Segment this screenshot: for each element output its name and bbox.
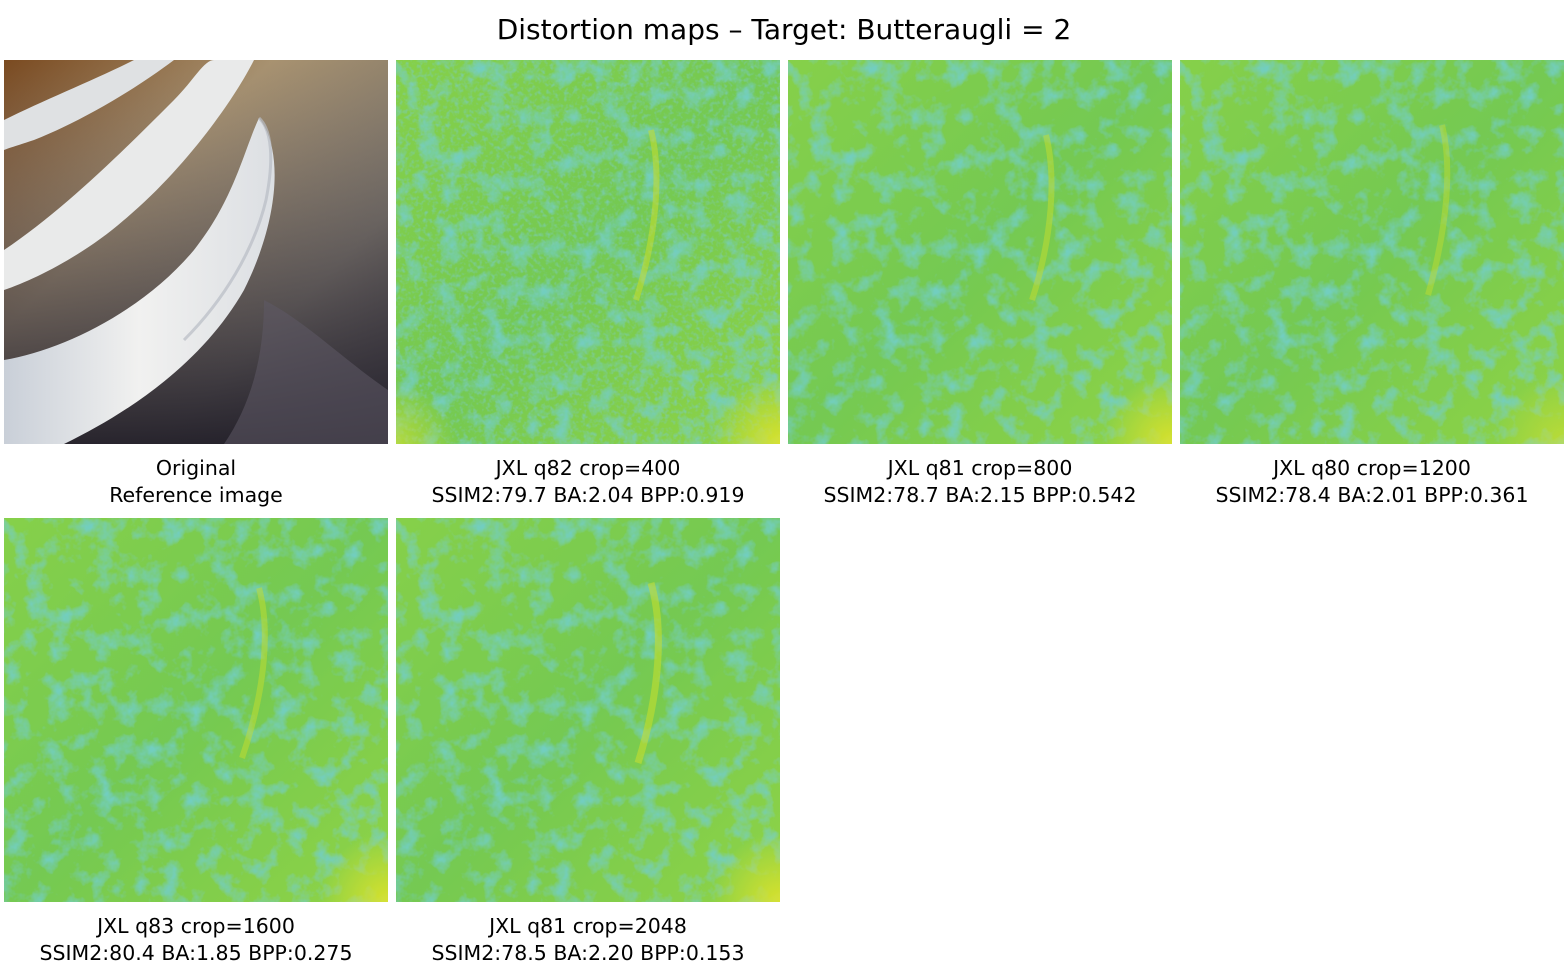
caption-line-1: JXL q83 crop=1600 [97, 914, 295, 938]
caption-line-1: JXL q82 crop=400 [495, 456, 681, 480]
distortion-map-image [788, 60, 1172, 444]
original-reference-image [4, 60, 388, 444]
caption-line-1: JXL q81 crop=800 [887, 456, 1073, 480]
caption-line-1: Original [155, 456, 237, 480]
panel-caption: Original Reference image [0, 455, 418, 509]
caption-line-2: SSIM2:78.7 BA:2.15 BPP:0.542 [823, 483, 1137, 507]
panel-caption: JXL q82 crop=400 SSIM2:79.7 BA:2.04 BPP:… [366, 455, 810, 509]
panel-caption: JXL q81 crop=800 SSIM2:78.7 BA:2.15 BPP:… [758, 455, 1202, 509]
panel-caption: JXL q80 crop=1200 SSIM2:78.4 BA:2.01 BPP… [1150, 455, 1568, 509]
distortion-map-image [396, 60, 780, 444]
panel-caption: JXL q81 crop=2048 SSIM2:78.5 BA:2.20 BPP… [366, 913, 810, 967]
caption-line-2: SSIM2:78.4 BA:2.01 BPP:0.361 [1215, 483, 1529, 507]
panel-caption: JXL q83 crop=1600 SSIM2:80.4 BA:1.85 BPP… [0, 913, 418, 967]
caption-line-2: SSIM2:79.7 BA:2.04 BPP:0.919 [431, 483, 745, 507]
distortion-map-image [396, 518, 780, 902]
caption-line-1: JXL q81 crop=2048 [489, 914, 687, 938]
caption-line-2: SSIM2:80.4 BA:1.85 BPP:0.275 [39, 941, 353, 965]
distortion-map-image [1180, 60, 1564, 444]
distortion-map-image [4, 518, 388, 902]
figure-title: Distortion maps – Target: Butteraugli = … [496, 13, 1072, 46]
caption-line-1: JXL q80 crop=1200 [1273, 456, 1471, 480]
caption-line-2: SSIM2:78.5 BA:2.20 BPP:0.153 [431, 941, 745, 965]
caption-line-2: Reference image [109, 483, 283, 507]
